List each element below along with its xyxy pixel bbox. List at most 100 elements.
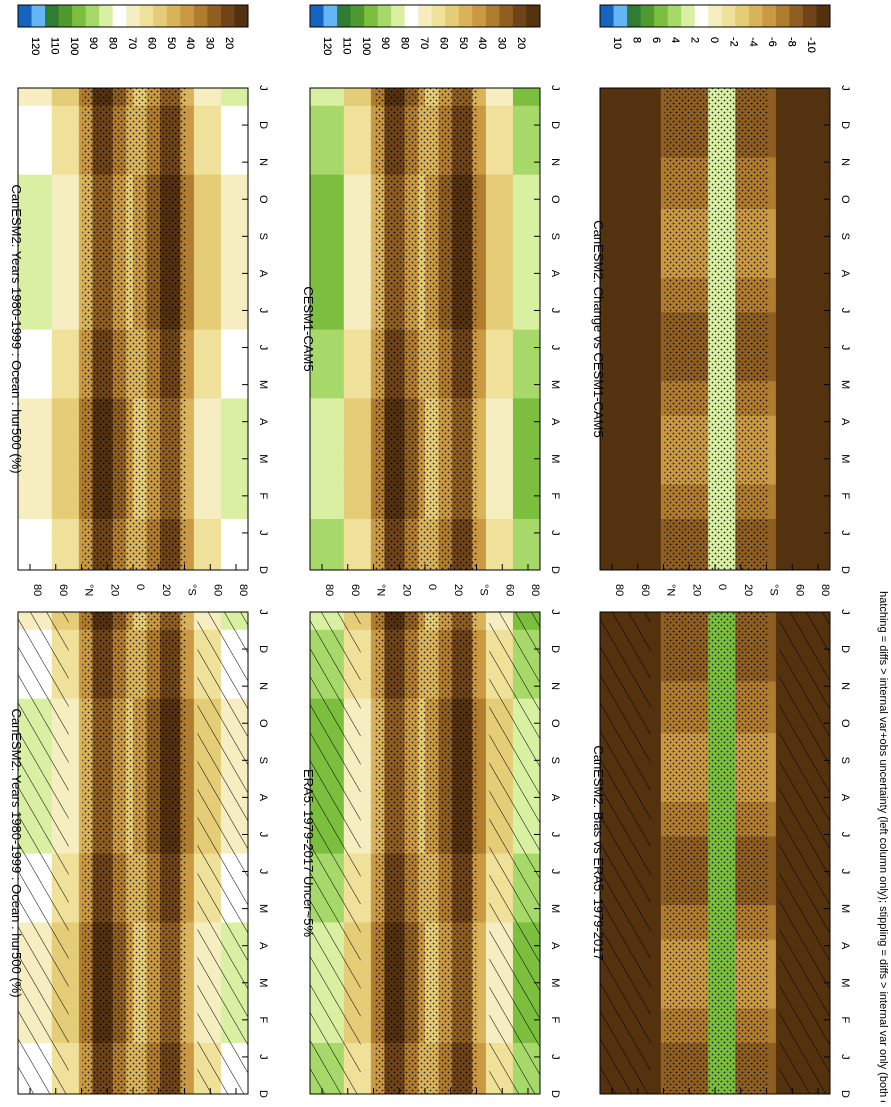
heatmap-cell <box>214 295 221 313</box>
heatmap-cell <box>25 295 32 313</box>
heatmap-cell <box>506 432 513 450</box>
heatmap-cell <box>207 140 214 158</box>
heatmap-cell <box>330 157 337 175</box>
heatmap-cell <box>201 191 208 209</box>
heatmap-cell <box>207 329 214 347</box>
heatmap-cell <box>201 553 208 571</box>
heatmap-cell <box>45 484 52 502</box>
heatmap-cell <box>506 295 513 313</box>
heatmap-cell <box>45 450 52 468</box>
heatmap-cell <box>25 432 32 450</box>
heatmap-cell <box>479 553 486 571</box>
colorbar-label: 120 <box>29 37 41 55</box>
heatmap-cell <box>337 467 344 485</box>
heatmap-cell <box>357 226 364 244</box>
heatmap-cell <box>769 750 776 768</box>
heatmap-cell <box>317 467 324 485</box>
heatmap-cell <box>479 974 486 992</box>
heatmap-cell <box>187 518 194 536</box>
heatmap-cell <box>59 484 66 502</box>
heatmap-cell <box>194 346 201 364</box>
heatmap-cell <box>187 553 194 571</box>
heatmap-cell <box>207 363 214 381</box>
heatmap-cell <box>52 105 59 123</box>
heatmap-cell <box>499 88 506 106</box>
heatmap-cell <box>221 277 228 295</box>
heatmap-cell <box>187 1042 194 1060</box>
heatmap-cell <box>317 88 324 106</box>
x-tick-label: M <box>549 904 561 913</box>
heatmap-cell <box>769 1025 776 1043</box>
heatmap-cell <box>499 501 506 519</box>
heatmap-cell <box>364 140 371 158</box>
heatmap-cell <box>526 122 533 140</box>
heatmap-cell <box>65 432 72 450</box>
heatmap-cell <box>364 681 371 699</box>
heatmap-cell <box>59 398 66 416</box>
heatmap-cell <box>45 260 52 278</box>
heatmap-cell <box>187 801 194 819</box>
heatmap-cell <box>72 295 79 313</box>
heatmap-cell <box>533 553 540 571</box>
heatmap-cell <box>486 467 493 485</box>
heatmap-cell <box>357 157 364 175</box>
heatmap-cell <box>493 88 500 106</box>
heatmap-cell <box>234 518 241 536</box>
heatmap-cell <box>310 226 317 244</box>
heatmap-cell <box>493 209 500 227</box>
heatmap-cell <box>52 312 59 330</box>
heatmap-cell <box>364 122 371 140</box>
colorbar-swatch <box>351 5 365 27</box>
heatmap-cell <box>513 157 520 175</box>
heatmap-cell <box>317 209 324 227</box>
heatmap-cell <box>330 346 337 364</box>
heatmap-cell <box>72 819 79 837</box>
heatmap-cell <box>769 698 776 716</box>
heatmap-cell <box>59 174 66 192</box>
heatmap-cell <box>479 1025 486 1043</box>
heatmap-cell <box>324 501 331 519</box>
heatmap-cell <box>194 226 201 244</box>
heatmap-cell <box>330 450 337 468</box>
heatmap-cell <box>214 553 221 571</box>
heatmap-cell <box>25 398 32 416</box>
x-tick-label: O <box>549 195 561 204</box>
heatmap-cell <box>214 277 221 295</box>
heatmap-cell <box>357 467 364 485</box>
heatmap-cell <box>45 140 52 158</box>
heatmap-cell <box>486 191 493 209</box>
heatmap-cell <box>45 415 52 433</box>
heatmap-cell <box>59 122 66 140</box>
heatmap-cell <box>351 553 358 571</box>
heatmap-cell <box>187 484 194 502</box>
heatmap-cell <box>357 484 364 502</box>
heatmap-cell <box>72 629 79 647</box>
heatmap-cell <box>317 329 324 347</box>
heatmap-cell <box>513 226 520 244</box>
heatmap-cell <box>65 363 72 381</box>
heatmap-cell <box>221 243 228 261</box>
heatmap-cell <box>59 191 66 209</box>
heatmap-cell <box>72 836 79 854</box>
heatmap-cell <box>317 226 324 244</box>
x-tick-label: M <box>257 904 269 913</box>
y-tick-label: 20 <box>108 584 120 596</box>
heatmap-cell <box>241 191 248 209</box>
heatmap-cell <box>533 398 540 416</box>
heatmap-cell <box>499 381 506 399</box>
colorbar-label: 30 <box>496 37 508 49</box>
heatmap-cell <box>357 277 364 295</box>
heatmap-cell <box>330 363 337 381</box>
heatmap-cell <box>228 536 235 554</box>
heatmap-cell <box>72 312 79 330</box>
heatmap-cell <box>234 381 241 399</box>
heatmap-cell <box>364 1042 371 1060</box>
heatmap-cell <box>72 784 79 802</box>
heatmap-cell <box>526 140 533 158</box>
heatmap-cell <box>769 767 776 785</box>
heatmap-cell <box>25 536 32 554</box>
colorbar-swatch <box>432 5 446 27</box>
heatmap-cell <box>201 363 208 381</box>
heatmap-cell <box>241 277 248 295</box>
heatmap-cell <box>52 381 59 399</box>
